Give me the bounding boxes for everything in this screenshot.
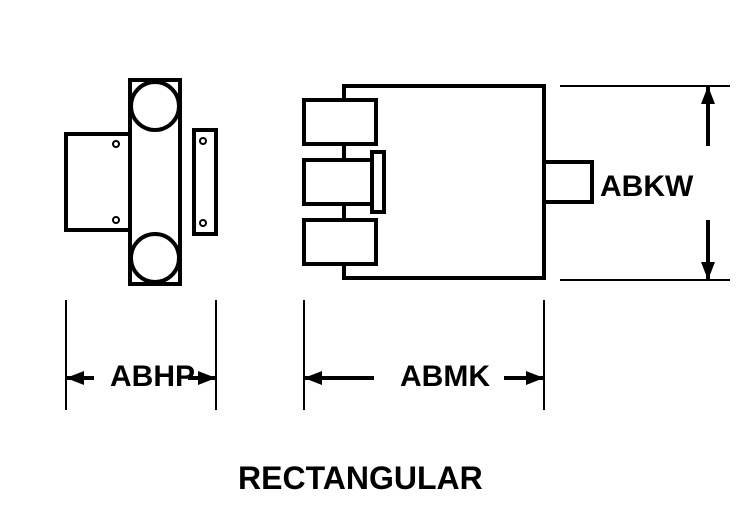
dim-label-abhp: ABHP [110,360,195,394]
dim-label-abkw: ABKW [600,170,693,204]
diagram-container: RECTANGULAR ABHP ABMK ABKW [0,0,750,518]
dim-label-abmk: ABMK [400,360,490,394]
technical-drawing [0,0,750,518]
caption-text: RECTANGULAR [238,460,483,497]
